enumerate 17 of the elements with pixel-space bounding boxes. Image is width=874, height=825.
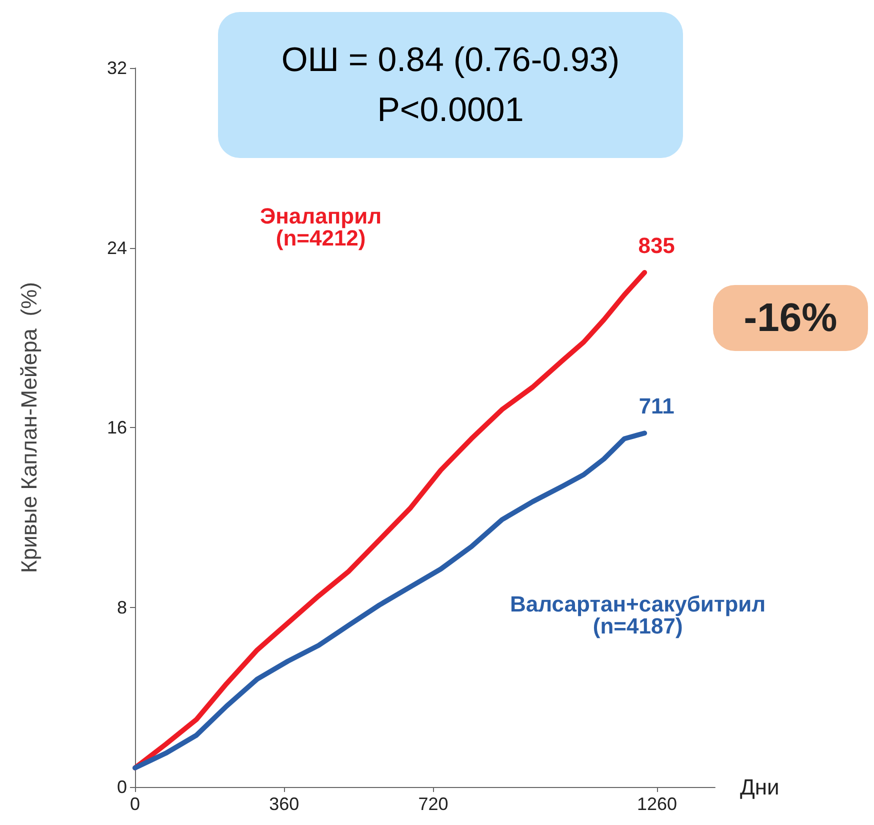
y-tick-label: 0 bbox=[116, 777, 127, 797]
y-axis-title: Кривые Каплан-Мейера (%) bbox=[16, 282, 42, 573]
y-tick-label: 32 bbox=[106, 58, 127, 78]
text: Эналаприл (n=4212) bbox=[260, 204, 382, 250]
x-tick-label: 1260 bbox=[636, 794, 678, 814]
callout-box: -16% bbox=[713, 285, 868, 351]
x-tick-label: 360 bbox=[269, 794, 300, 814]
x-axis-title: Дни bbox=[740, 774, 780, 800]
text: Валсартан+сакубитрил (n=4187) bbox=[510, 592, 766, 638]
y-tick-label: 24 bbox=[106, 238, 127, 258]
y-tick-label: 16 bbox=[106, 418, 127, 438]
annotation: 711 bbox=[638, 394, 674, 419]
x-tick-label: 720 bbox=[418, 794, 448, 814]
callout-box: ОШ = 0.84 (0.76-0.93) P<0.0001 bbox=[218, 12, 683, 158]
y-tick-label: 8 bbox=[116, 597, 127, 618]
x-tick-label: 0 bbox=[130, 794, 140, 814]
annotation: 835 bbox=[638, 232, 675, 258]
